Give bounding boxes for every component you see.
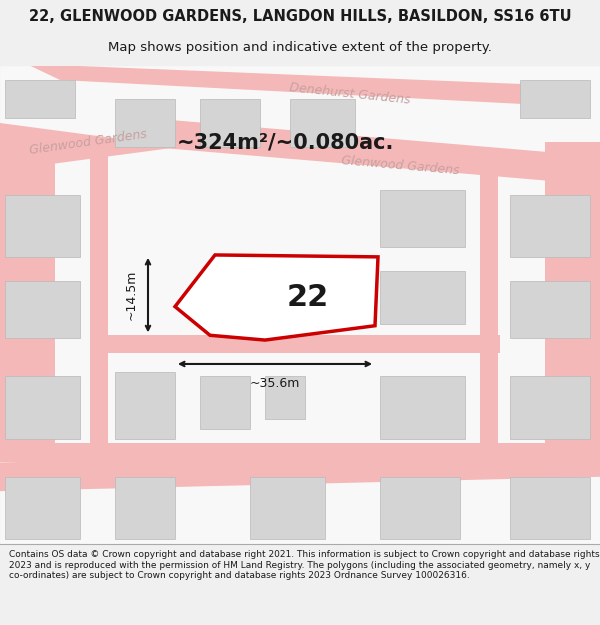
Bar	[5, 281, 80, 338]
Bar	[115, 99, 175, 147]
Text: Denehurst Gardens: Denehurst Gardens	[289, 81, 411, 107]
Bar	[90, 156, 108, 443]
Bar	[200, 376, 250, 429]
Bar	[115, 477, 175, 539]
Text: ~14.5m: ~14.5m	[125, 270, 138, 320]
Text: 22: 22	[287, 282, 329, 311]
Bar	[510, 376, 590, 439]
Bar	[510, 281, 590, 338]
Bar	[200, 99, 260, 147]
Bar	[380, 376, 465, 439]
Polygon shape	[30, 66, 540, 104]
Polygon shape	[175, 255, 378, 340]
Text: Glenwood Gardens: Glenwood Gardens	[28, 127, 148, 157]
Bar	[520, 80, 590, 118]
Bar	[380, 477, 460, 539]
Bar	[380, 190, 465, 248]
Bar	[5, 376, 80, 439]
Text: ~35.6m: ~35.6m	[250, 378, 300, 391]
Bar	[510, 195, 590, 257]
Bar	[5, 477, 80, 539]
Bar	[115, 372, 175, 439]
Text: 22, GLENWOOD GARDENS, LANGDON HILLS, BASILDON, SS16 6TU: 22, GLENWOOD GARDENS, LANGDON HILLS, BAS…	[29, 9, 571, 24]
Bar	[290, 99, 355, 147]
Bar	[545, 142, 600, 448]
Text: Map shows position and indicative extent of the property.: Map shows position and indicative extent…	[108, 41, 492, 54]
Bar	[0, 443, 600, 462]
Bar	[510, 477, 590, 539]
Polygon shape	[150, 118, 600, 185]
Polygon shape	[0, 448, 600, 491]
Bar	[5, 80, 75, 118]
Polygon shape	[0, 123, 180, 171]
Bar	[265, 376, 305, 419]
Text: ~324m²/~0.080ac.: ~324m²/~0.080ac.	[176, 132, 394, 152]
Text: Contains OS data © Crown copyright and database right 2021. This information is : Contains OS data © Crown copyright and d…	[9, 550, 599, 580]
Text: Glenwood Gardens: Glenwood Gardens	[340, 154, 460, 178]
Bar	[5, 195, 80, 257]
Bar	[250, 477, 325, 539]
Bar	[380, 271, 465, 324]
Bar	[480, 156, 498, 443]
Bar	[90, 335, 500, 352]
Bar	[0, 147, 55, 462]
